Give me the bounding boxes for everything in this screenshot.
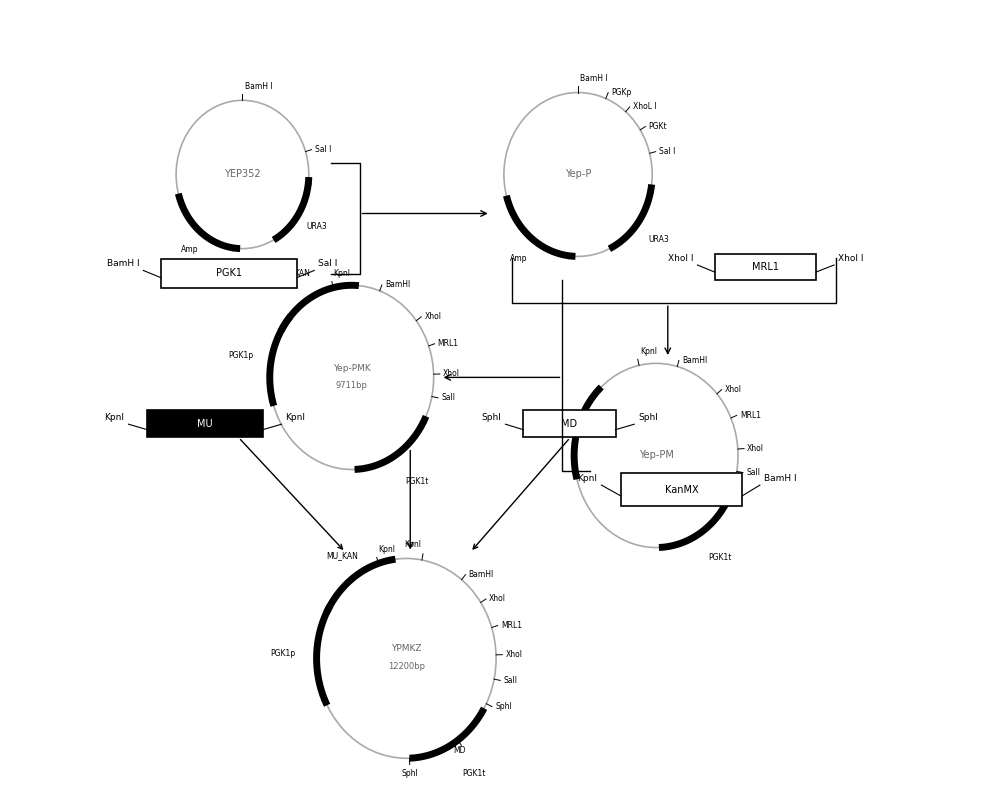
Text: BamHI: BamHI xyxy=(469,570,494,579)
Text: MRL1: MRL1 xyxy=(438,340,459,348)
Bar xyxy=(523,410,616,438)
Text: Xhol: Xhol xyxy=(725,385,742,394)
Text: Xhol: Xhol xyxy=(505,650,522,659)
Text: SphI: SphI xyxy=(482,413,502,422)
Text: Sal I: Sal I xyxy=(659,147,675,156)
Text: Yep-PM: Yep-PM xyxy=(639,450,674,461)
Text: MRL1: MRL1 xyxy=(501,621,522,630)
Text: SphI: SphI xyxy=(495,702,512,711)
Text: PGK1p: PGK1p xyxy=(270,649,295,658)
Text: MRL1: MRL1 xyxy=(740,411,761,420)
Text: Kpnl: Kpnl xyxy=(404,540,421,549)
Text: MU: MU xyxy=(197,419,213,429)
Text: YEP352: YEP352 xyxy=(224,170,261,179)
Text: Yep-P: Yep-P xyxy=(565,170,591,179)
Text: PGK1t: PGK1t xyxy=(462,769,485,778)
Text: BamHI: BamHI xyxy=(385,281,410,289)
Text: SalI: SalI xyxy=(441,393,455,402)
Text: XhoI I: XhoI I xyxy=(838,254,863,263)
Text: BamH I: BamH I xyxy=(245,82,272,91)
Text: PGK1p: PGK1p xyxy=(228,351,253,360)
Text: SalI: SalI xyxy=(503,676,517,685)
Text: BamH I: BamH I xyxy=(107,259,139,268)
Text: Sal I: Sal I xyxy=(315,145,331,154)
Text: 9711bp: 9711bp xyxy=(336,380,368,390)
Text: SalI: SalI xyxy=(746,468,760,477)
Text: Kpnl: Kpnl xyxy=(378,545,395,554)
Text: Xhol: Xhol xyxy=(443,369,460,379)
Text: URA3: URA3 xyxy=(306,222,327,231)
Text: Xhol: Xhol xyxy=(489,594,506,604)
Text: Kpnl: Kpnl xyxy=(333,270,350,278)
Text: BamH I: BamH I xyxy=(764,474,796,483)
Bar xyxy=(621,473,742,506)
Text: PGK1p: PGK1p xyxy=(538,414,563,424)
Text: URA3: URA3 xyxy=(649,235,669,244)
Text: YPMKZ: YPMKZ xyxy=(391,645,422,653)
Text: PGK1t: PGK1t xyxy=(708,553,731,562)
Text: PGK1: PGK1 xyxy=(216,268,242,278)
Bar xyxy=(161,259,297,288)
Text: Kpnl: Kpnl xyxy=(578,474,598,483)
Text: KAN: KAN xyxy=(295,269,310,277)
Text: Yep-PMK: Yep-PMK xyxy=(333,364,371,373)
Text: PGK1t: PGK1t xyxy=(405,477,428,486)
Text: BamH I: BamH I xyxy=(580,74,608,83)
Text: KanMX: KanMX xyxy=(665,485,698,494)
Text: MD: MD xyxy=(561,419,578,429)
Text: PGKp: PGKp xyxy=(611,88,632,97)
Text: Xhol: Xhol xyxy=(747,444,764,453)
Text: Amp: Amp xyxy=(510,254,527,263)
Text: KpnI: KpnI xyxy=(285,413,305,422)
Text: SphI: SphI xyxy=(401,769,418,778)
Bar xyxy=(147,410,263,438)
Text: MD: MD xyxy=(454,746,466,755)
Text: KpnI: KpnI xyxy=(105,413,125,422)
Text: Amp: Amp xyxy=(181,244,199,254)
Text: Kpnl: Kpnl xyxy=(640,347,657,356)
Text: XhoL I: XhoL I xyxy=(633,102,656,112)
Text: Sal I: Sal I xyxy=(318,259,338,268)
Text: MU_KAN: MU_KAN xyxy=(326,552,358,560)
Text: MRL1: MRL1 xyxy=(752,262,779,272)
Text: XhoI I: XhoI I xyxy=(668,254,694,263)
Text: BamHI: BamHI xyxy=(682,356,707,365)
Text: 12200bp: 12200bp xyxy=(388,662,425,670)
Text: Xhol: Xhol xyxy=(424,312,441,321)
Text: PGKt: PGKt xyxy=(649,122,667,131)
Text: SphI: SphI xyxy=(638,413,658,422)
Bar xyxy=(715,254,816,280)
